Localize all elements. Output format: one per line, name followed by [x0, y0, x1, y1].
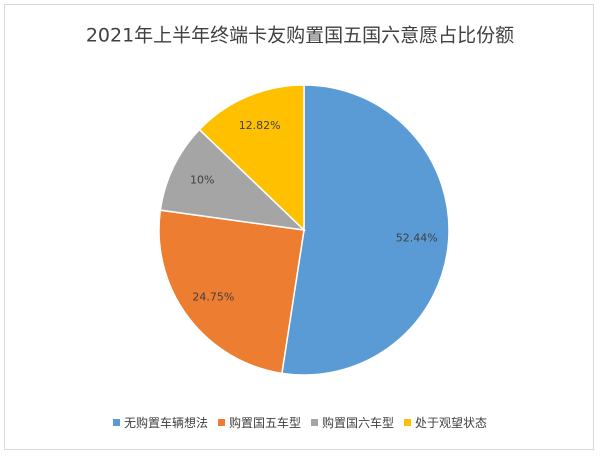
data-label: 52.44% — [396, 232, 438, 245]
data-label: 10% — [190, 174, 214, 187]
pie-slice — [281, 84, 450, 376]
legend-swatch — [404, 419, 412, 426]
pie-slice — [159, 128, 307, 232]
legend-label: 购置国五车型 — [228, 416, 301, 430]
legend-label: 处于观望状态 — [415, 416, 488, 430]
legend-item: 处于观望状态 — [404, 414, 487, 431]
legend-swatch — [217, 419, 225, 426]
legend-swatch — [311, 419, 318, 426]
legend-item: 购置国五车型 — [217, 414, 301, 431]
legend-swatch — [112, 419, 120, 426]
chart-border — [4, 4, 594, 450]
chart-title: 2021年上半年终端卡友购置国五国六意愿占比份额 — [86, 25, 514, 47]
data-label: 24.75% — [192, 291, 234, 304]
pie-slice — [198, 84, 305, 232]
legend: 无购置车辆想法 购置国五车型 购置国六车型 处于观望状态 — [0, 414, 600, 431]
pie-slice — [158, 209, 305, 375]
data-label: 12.82% — [239, 119, 281, 132]
legend-item: 无购置车辆想法 — [112, 414, 208, 431]
legend-item: 购置国六车型 — [311, 414, 394, 431]
legend-label: 无购置车辆想法 — [123, 416, 208, 430]
legend-label: 购置国六车型 — [322, 416, 395, 430]
